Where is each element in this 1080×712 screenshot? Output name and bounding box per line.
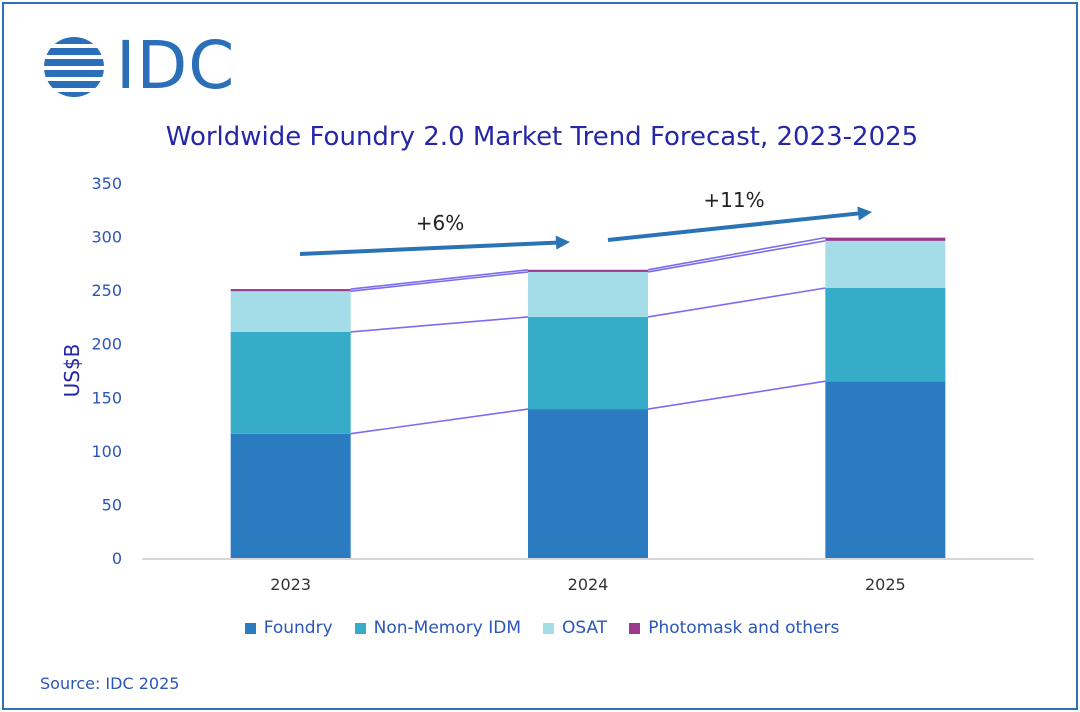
connector-line bbox=[647, 380, 826, 410]
chart-title: Worldwide Foundry 2.0 Market Trend Forec… bbox=[165, 122, 919, 152]
y-tick-label: 350 bbox=[91, 174, 122, 193]
y-tick-label: 50 bbox=[102, 495, 122, 514]
growth-annotation: +6% bbox=[416, 211, 465, 235]
connector-line bbox=[350, 271, 529, 293]
idc-logo: IDC bbox=[38, 30, 268, 102]
bar-photomask-and-others-2024 bbox=[528, 269, 648, 272]
legend-swatch bbox=[629, 622, 641, 634]
x-tick-label: 2023 bbox=[270, 575, 311, 594]
legend-label: Foundry bbox=[263, 618, 333, 638]
growth-arrow-line bbox=[299, 240, 561, 256]
y-axis-label: US$B bbox=[60, 344, 84, 398]
growth-arrow-head bbox=[555, 235, 570, 250]
x-tick-label: 2024 bbox=[568, 575, 609, 594]
growth-annotation: +11% bbox=[703, 188, 764, 212]
source-note: Source: IDC 2025 bbox=[40, 674, 180, 693]
y-tick-label: 150 bbox=[91, 388, 122, 407]
legend-item: Photomask and others bbox=[629, 618, 839, 638]
connector-line bbox=[647, 240, 826, 273]
bar-non-memory-idm-2023 bbox=[230, 331, 351, 434]
legend-label: Photomask and others bbox=[648, 618, 840, 638]
legend-swatch bbox=[244, 622, 256, 634]
bar-foundry-2023 bbox=[230, 433, 351, 558]
bar-photomask-and-others-2023 bbox=[230, 289, 351, 292]
legend-label: Non-Memory IDM bbox=[373, 618, 521, 638]
x-tick-label: 2025 bbox=[865, 575, 906, 594]
bar-osat-2025 bbox=[825, 240, 946, 288]
chart-plot: 0 50 100 150 200 250 300 350 US$B 2023 2024 2025 +6%… bbox=[60, 174, 1034, 594]
connector-line bbox=[350, 268, 529, 290]
connector-line bbox=[647, 236, 826, 271]
legend-label: OSAT bbox=[562, 618, 608, 638]
bar-foundry-2024 bbox=[528, 409, 648, 558]
y-tick-label: 100 bbox=[91, 442, 122, 461]
globe-icon bbox=[44, 37, 104, 97]
connector-line bbox=[647, 287, 826, 318]
legend-item: Non-Memory IDM bbox=[354, 618, 521, 638]
legend-swatch bbox=[543, 622, 554, 634]
bar-non-memory-idm-2025 bbox=[825, 288, 946, 382]
chart-legend: Foundry Non-Memory IDM OSAT Photomask and o… bbox=[4, 618, 1080, 638]
y-tick-label: 200 bbox=[91, 335, 122, 354]
y-tick-label: 250 bbox=[91, 281, 122, 300]
legend-swatch bbox=[354, 622, 366, 634]
legend-item: OSAT bbox=[543, 618, 607, 638]
bar-osat-2023 bbox=[230, 291, 351, 332]
bar-photomask-and-others-2025 bbox=[825, 237, 946, 241]
y-tick-label: 300 bbox=[91, 228, 122, 247]
logo-wordmark: IDC bbox=[116, 27, 236, 104]
legend-item: Foundry bbox=[244, 618, 333, 638]
growth-arrow-head bbox=[857, 206, 872, 221]
bar-osat-2024 bbox=[528, 271, 648, 317]
bar-non-memory-idm-2024 bbox=[528, 316, 648, 410]
connector-line bbox=[350, 316, 529, 333]
bar-foundry-2025 bbox=[825, 381, 946, 558]
growth-arrow-line bbox=[607, 211, 863, 242]
connector-line bbox=[350, 408, 529, 435]
y-tick-label: 0 bbox=[112, 549, 122, 568]
